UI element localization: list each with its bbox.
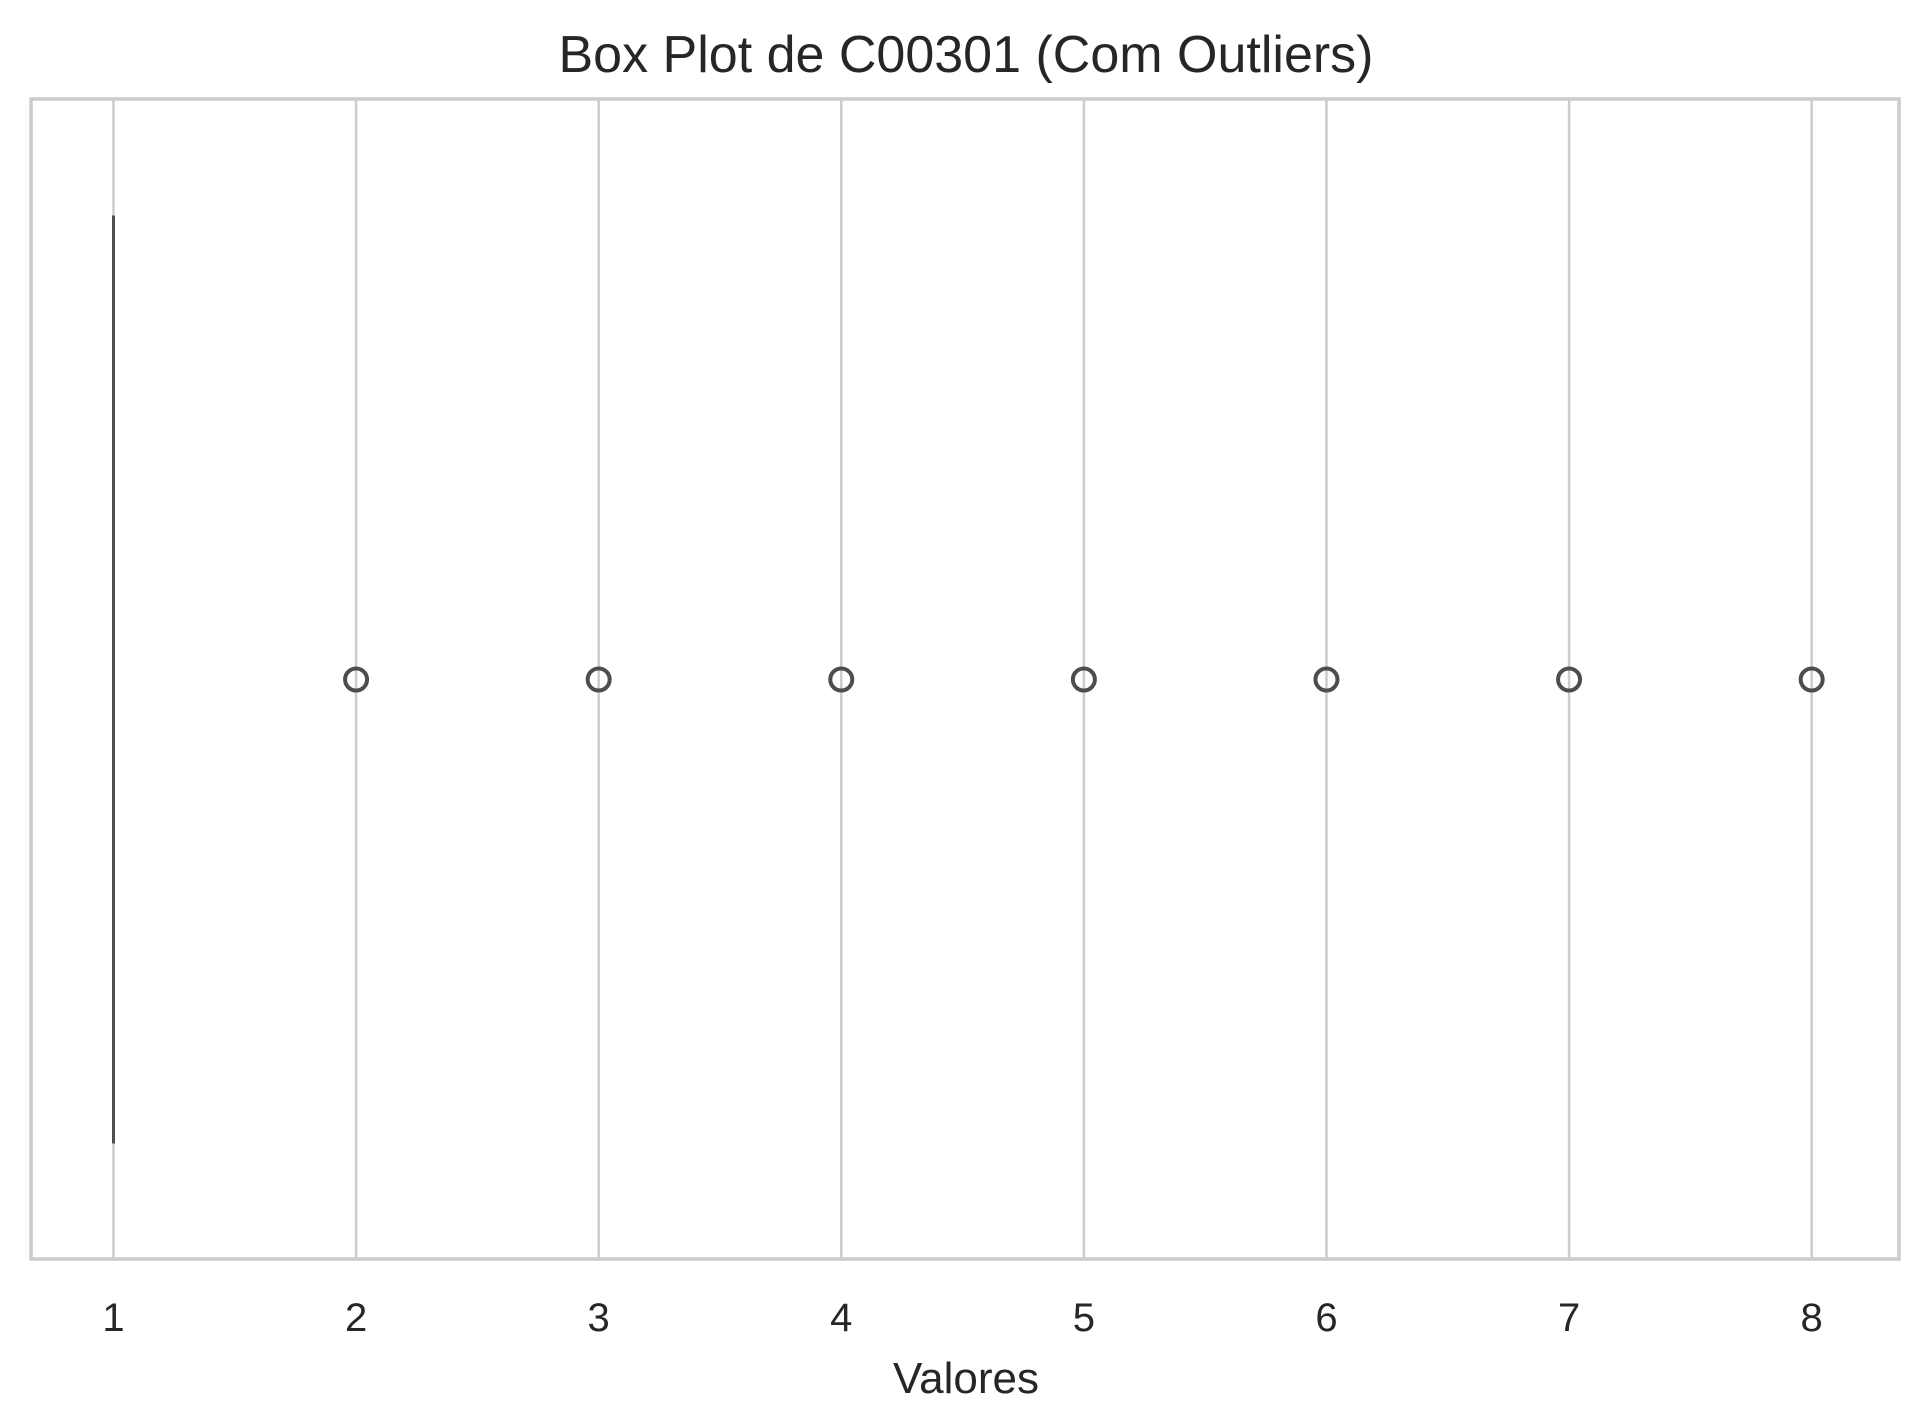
x-tick-label: 2 — [345, 1296, 367, 1340]
outlier-point — [828, 666, 855, 693]
x-tick-labels: 1 2 3 4 5 6 7 8 — [102, 1296, 1822, 1340]
outlier-point — [1556, 666, 1583, 693]
outlier-point — [1070, 666, 1097, 693]
x-tick-label: 6 — [1315, 1296, 1337, 1340]
x-tick-label: 4 — [830, 1296, 852, 1340]
chart-title: Box Plot de C00301 (Com Outliers) — [558, 26, 1373, 84]
x-tick-label: 7 — [1558, 1296, 1580, 1340]
x-axis-label: Valores — [893, 1354, 1039, 1403]
x-tick-label: 5 — [1073, 1296, 1095, 1340]
outlier-point — [1798, 666, 1825, 693]
outlier-point — [343, 666, 370, 693]
outlier-point — [1313, 666, 1340, 693]
x-tick-label: 1 — [102, 1296, 124, 1340]
plot-frame — [29, 97, 1901, 1261]
outlier-point — [585, 666, 612, 693]
x-tick-label: 8 — [1801, 1296, 1823, 1340]
grid-lines — [112, 99, 1813, 1259]
x-tick-label: 3 — [588, 1296, 610, 1340]
outlier-points — [343, 666, 1825, 693]
